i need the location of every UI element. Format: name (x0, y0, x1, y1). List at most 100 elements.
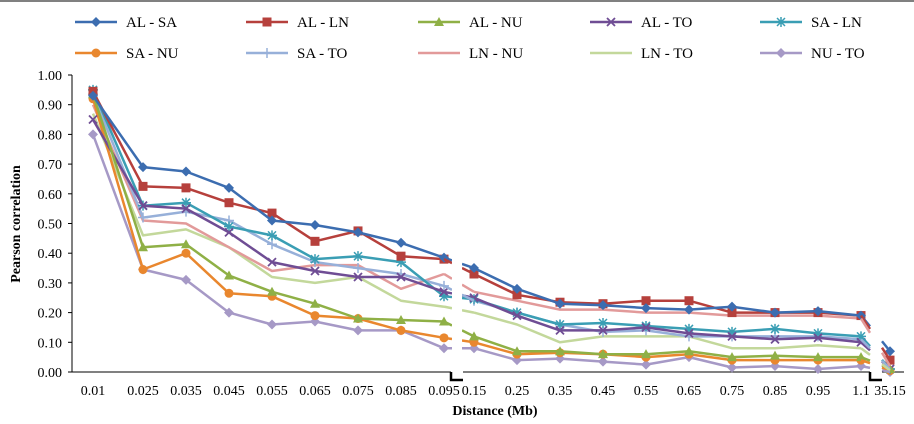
x-tick-label: 0.055 (256, 384, 288, 399)
series-line (880, 346, 892, 361)
series-line (443, 284, 453, 291)
x-tick-label: 0.075 (342, 384, 374, 399)
series-line (443, 320, 453, 327)
data-point (434, 17, 444, 26)
data-point (598, 326, 608, 337)
series-line (461, 339, 475, 344)
series-line (443, 290, 453, 295)
series-line (881, 363, 891, 372)
data-point (727, 301, 737, 312)
data-point (770, 334, 780, 344)
x-tick-label: 1.1 (852, 384, 870, 399)
legend: AL - SA AL - LN AL - NU AL - TO SA - LN SA - … (75, 15, 865, 62)
data-point (598, 300, 608, 311)
data-point (770, 307, 780, 318)
legend-label: AL - LN (297, 15, 349, 31)
data-point (267, 230, 277, 241)
data-point (727, 362, 737, 373)
data-point (396, 257, 406, 268)
data-point (641, 320, 651, 331)
data-point (727, 331, 737, 341)
series-line (461, 262, 475, 270)
data-point (512, 310, 522, 321)
legend-item-al-nu: AL - NU (418, 15, 523, 31)
series-lines (88, 84, 895, 377)
series-line (461, 293, 475, 302)
y-tick-label: 0.20 (38, 307, 63, 322)
legend-item-sa-ln: SA - LN (760, 15, 862, 31)
data-point (353, 272, 363, 282)
y-tick-label: 0.10 (38, 336, 63, 351)
data-point (310, 236, 320, 246)
series-sa-to (88, 89, 895, 375)
data-point (353, 313, 363, 323)
data-point (641, 322, 651, 333)
series-break-stub (444, 346, 891, 374)
x-tick-label: 0.95 (806, 384, 831, 399)
data-point (684, 328, 694, 339)
data-point (224, 307, 234, 318)
data-point (641, 359, 651, 370)
series-line (91, 104, 445, 291)
y-tick-label: 0.80 (38, 128, 63, 143)
y-tick-label: 1.00 (38, 69, 63, 84)
series-line (461, 283, 475, 293)
series-line (859, 317, 872, 334)
x-axis-title: Distance (Mb) (452, 404, 537, 419)
legend-label: SA - LN (811, 15, 862, 31)
data-point (813, 306, 823, 317)
data-point (267, 215, 277, 226)
data-point (181, 197, 191, 208)
data-point (262, 48, 272, 58)
axis-break-gap (871, 70, 881, 371)
legend-label: SA - NU (126, 46, 179, 62)
data-point (727, 308, 737, 318)
y-tick-label: 0.50 (38, 218, 63, 233)
data-point (267, 239, 277, 250)
y-tick-labels: 0.00 0.10 0.20 0.30 0.40 0.50 0.60 0.70 0.80 0.90… (38, 69, 63, 381)
data-point (598, 356, 608, 367)
data-point (353, 263, 363, 274)
legend-item-al-ln: AL - LN (246, 15, 349, 31)
legend-label: AL - SA (126, 15, 177, 31)
data-point (813, 364, 823, 375)
data-point (813, 328, 823, 339)
data-point (684, 296, 694, 306)
legend-item-nu-to: NU - TO (760, 46, 865, 62)
data-point (641, 349, 651, 359)
series-ln-to (91, 113, 862, 350)
data-point (512, 307, 522, 318)
series-line (881, 369, 891, 374)
data-point (598, 349, 608, 359)
x-tick-label: 0.01 (81, 384, 106, 399)
y-tick-label: 0.40 (38, 247, 63, 262)
data-point (396, 315, 406, 325)
data-point (396, 251, 406, 261)
data-point (181, 183, 191, 193)
data-point (396, 237, 406, 248)
data-point (555, 346, 565, 356)
series-break-stub (443, 272, 892, 367)
x-tick-label: 0.25 (505, 384, 530, 399)
axis-break-gap (452, 70, 462, 371)
series-line (881, 359, 891, 370)
x-tick-label: 0.85 (763, 384, 788, 399)
data-point (353, 325, 363, 336)
data-point (138, 181, 148, 191)
series-line (473, 335, 861, 359)
data-point (641, 296, 651, 306)
data-point (684, 304, 694, 315)
series-break-stub (443, 305, 891, 372)
series-line (473, 266, 862, 317)
data-point (91, 48, 101, 58)
data-point (138, 242, 148, 252)
data-point (813, 333, 823, 343)
data-point (770, 323, 780, 334)
data-point (224, 182, 234, 193)
series-break-stub (443, 284, 891, 370)
legend-label: LN - NU (469, 46, 523, 62)
data-point (727, 326, 737, 337)
data-point (181, 274, 191, 285)
x-tick-label: 0.15 (462, 384, 487, 399)
